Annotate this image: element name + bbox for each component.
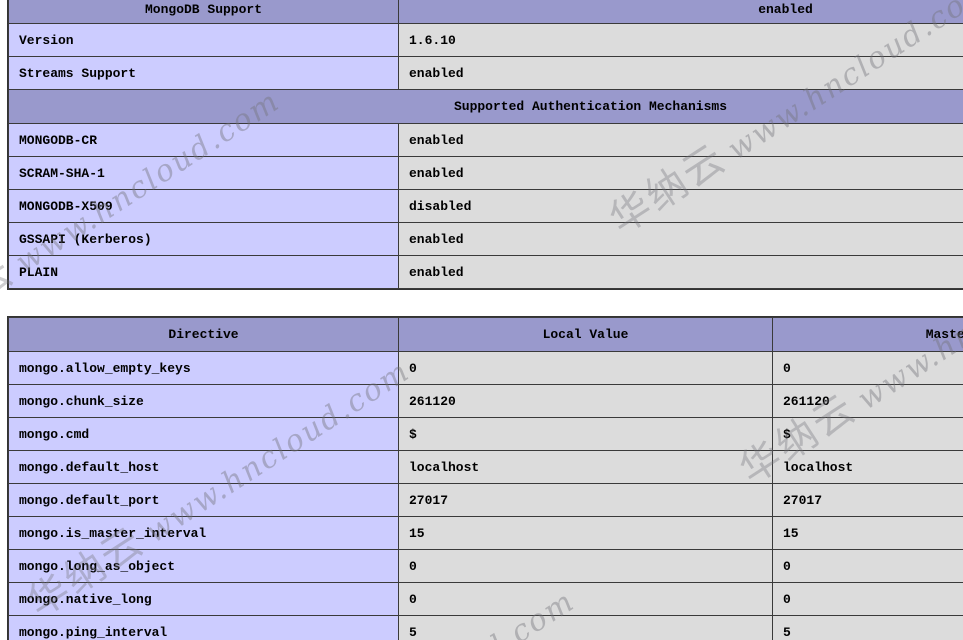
info-value-cell: enabled	[398, 56, 963, 90]
directive-cell: mongo.is_master_interval	[8, 516, 399, 550]
directive-cell: mongo.default_port	[8, 483, 399, 517]
local-value-cell: 0	[398, 351, 773, 385]
auth-mechanism-cell: SCRAM-SHA-1	[8, 156, 399, 190]
table-row: mongo.chunk_size 261120 261120	[8, 384, 963, 418]
table-row: PLAIN enabled	[8, 255, 963, 289]
table-row: SCRAM-SHA-1 enabled	[8, 156, 963, 190]
section-header-row: Supported Authentication Mechanisms	[8, 89, 963, 124]
table-row: mongo.native_long 0 0	[8, 582, 963, 616]
column-header-local-value: Local Value	[398, 317, 773, 352]
module-status: enabled	[398, 0, 963, 24]
auth-status-cell: enabled	[398, 255, 963, 289]
auth-mechanism-cell: GSSAPI (Kerberos)	[8, 222, 399, 256]
auth-status-cell: enabled	[398, 123, 963, 157]
info-label-cell: Streams Support	[8, 56, 399, 90]
master-value-cell: $	[772, 417, 963, 451]
local-value-cell: localhost	[398, 450, 773, 484]
table-row: GSSAPI (Kerberos) enabled	[8, 222, 963, 256]
auth-mechanism-cell: MONGODB-CR	[8, 123, 399, 157]
directive-cell: mongo.allow_empty_keys	[8, 351, 399, 385]
master-value-cell: 5	[772, 615, 963, 640]
auth-status-cell: enabled	[398, 222, 963, 256]
table-row: mongo.default_host localhost localhost	[8, 450, 963, 484]
master-value-cell: 15	[772, 516, 963, 550]
master-value-cell: 0	[772, 351, 963, 385]
directives-table: Directive Local Value Master Value mongo…	[7, 316, 963, 640]
info-value-cell: 1.6.10	[398, 23, 963, 57]
directive-cell: mongo.default_host	[8, 450, 399, 484]
column-header-master-value: Master Value	[772, 317, 963, 352]
table-row: mongo.is_master_interval 15 15	[8, 516, 963, 550]
master-value-cell: 0	[772, 582, 963, 616]
local-value-cell: 0	[398, 582, 773, 616]
column-header-directive: Directive	[8, 317, 399, 352]
directive-cell: mongo.cmd	[8, 417, 399, 451]
mongodb-support-table: MongoDB Support enabled Version 1.6.10 Str…	[7, 0, 963, 290]
local-value-cell: 27017	[398, 483, 773, 517]
auth-mechanism-cell: PLAIN	[8, 255, 399, 289]
directive-cell: mongo.chunk_size	[8, 384, 399, 418]
table-row: Version 1.6.10	[8, 23, 963, 57]
local-value-cell: 0	[398, 549, 773, 583]
local-value-cell: 15	[398, 516, 773, 550]
directive-cell: mongo.ping_interval	[8, 615, 399, 640]
table-row: mongo.long_as_object 0 0	[8, 549, 963, 583]
local-value-cell: $	[398, 417, 773, 451]
master-value-cell: 0	[772, 549, 963, 583]
table-row: mongo.cmd $ $	[8, 417, 963, 451]
table-header-row: MongoDB Support enabled	[8, 0, 963, 24]
table-row: mongo.default_port 27017 27017	[8, 483, 963, 517]
section-header: Supported Authentication Mechanisms	[8, 89, 963, 124]
master-value-cell: localhost	[772, 450, 963, 484]
table-row: Streams Support enabled	[8, 56, 963, 90]
directives-header-row: Directive Local Value Master Value	[8, 317, 963, 352]
module-title: MongoDB Support	[8, 0, 399, 24]
auth-mechanism-cell: MONGODB-X509	[8, 189, 399, 223]
local-value-cell: 5	[398, 615, 773, 640]
table-row: mongo.ping_interval 5 5	[8, 615, 963, 640]
directive-cell: mongo.native_long	[8, 582, 399, 616]
info-label-cell: Version	[8, 23, 399, 57]
table-row: MONGODB-CR enabled	[8, 123, 963, 157]
table-row: mongo.allow_empty_keys 0 0	[8, 351, 963, 385]
table-row: MONGODB-X509 disabled	[8, 189, 963, 223]
auth-status-cell: enabled	[398, 156, 963, 190]
master-value-cell: 261120	[772, 384, 963, 418]
master-value-cell: 27017	[772, 483, 963, 517]
directive-cell: mongo.long_as_object	[8, 549, 399, 583]
local-value-cell: 261120	[398, 384, 773, 418]
auth-status-cell: disabled	[398, 189, 963, 223]
